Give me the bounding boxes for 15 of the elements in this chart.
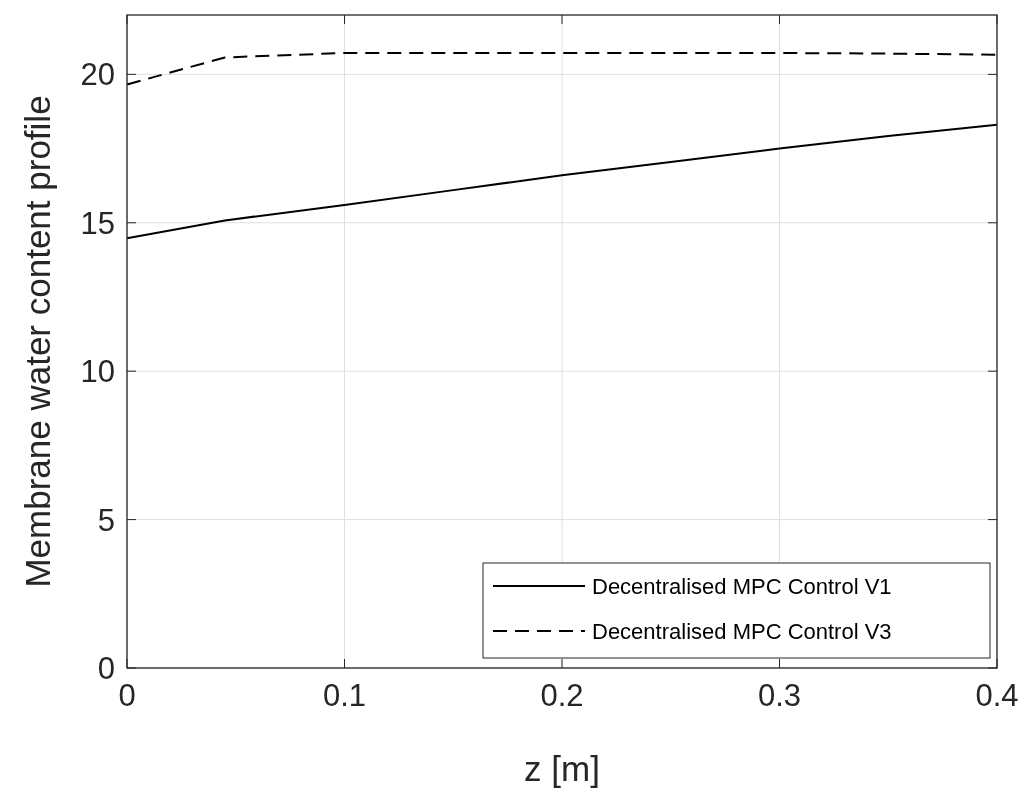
line-series xyxy=(126,51,998,86)
y-tick-label: 0 xyxy=(97,651,115,686)
x-tick-label: 0.2 xyxy=(540,678,584,713)
x-axis-title: z [m] xyxy=(524,749,600,788)
x-tick-label: 0.3 xyxy=(757,678,802,713)
y-tick-label: 20 xyxy=(80,57,115,93)
x-tick-label: 0.1 xyxy=(322,678,367,713)
line-series xyxy=(126,123,998,240)
legend-label: Decentralised MPC Control V3 xyxy=(592,619,892,644)
legend-label: Decentralised MPC Control V1 xyxy=(592,574,892,599)
y-tick-label: 5 xyxy=(97,502,115,538)
y-tick-label: 10 xyxy=(80,354,115,390)
y-tick-label: 15 xyxy=(80,205,115,241)
x-tick-label: 0.4 xyxy=(975,678,1019,713)
y-axis-title: Membrane water content profile xyxy=(18,95,57,588)
